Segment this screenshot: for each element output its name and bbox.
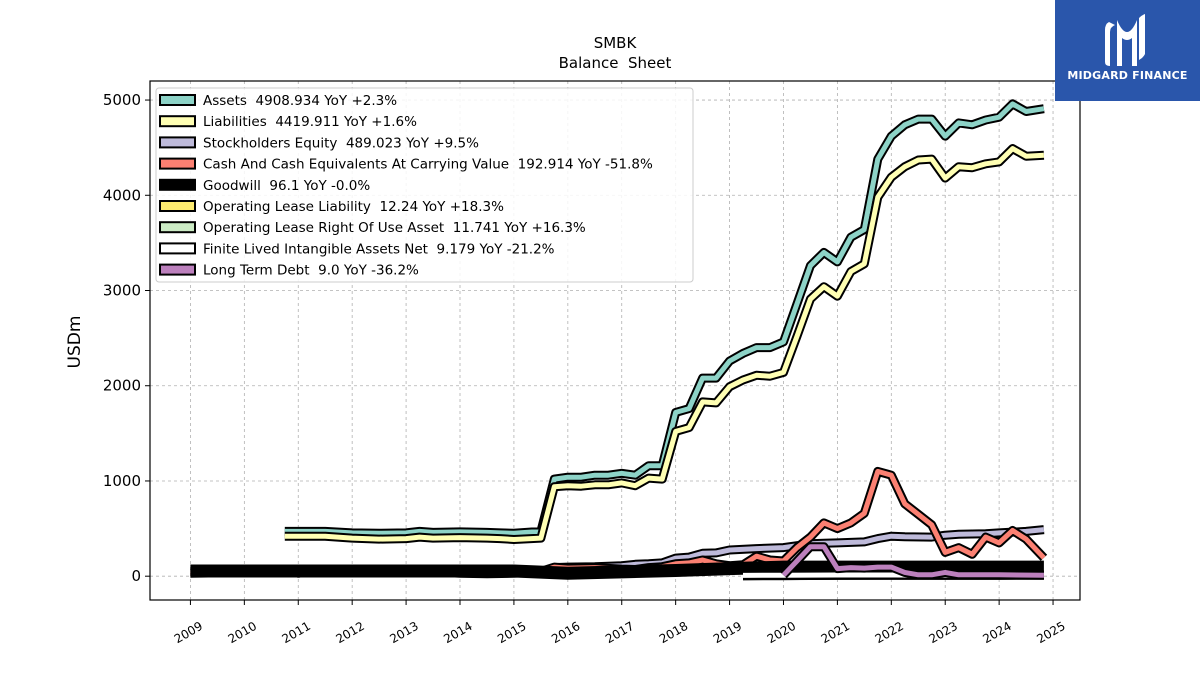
chart-title: SMBK [594, 34, 638, 52]
brand-name: MIDGARD FINANCE [1067, 69, 1188, 82]
y-axis-label: USDm [65, 316, 85, 369]
legend-entry: Operating Lease Right Of Use Asset 11.74… [203, 220, 586, 236]
x-tick-label: 2017 [603, 619, 636, 646]
series-line-0 [284, 101, 1045, 536]
midgard-logo-icon [1105, 14, 1145, 66]
y-tick-label: 0 [131, 567, 141, 585]
y-tick-label: 5000 [103, 91, 141, 109]
legend-swatch [159, 200, 196, 212]
legend-entry: Long Term Debt 9.0 YoY -36.2% [203, 263, 419, 279]
x-tick-label: 2023 [926, 619, 959, 646]
x-tick-label: 2024 [980, 619, 1013, 646]
legend-entry: Goodwill 96.1 YoY -0.0% [203, 178, 370, 194]
y-tick-label: 4000 [103, 186, 141, 204]
legend-swatch [159, 178, 196, 191]
legend-swatch [159, 94, 196, 106]
legend-swatch [159, 263, 196, 276]
x-tick-label: 2020 [765, 619, 798, 646]
x-tick-label: 2012 [333, 619, 366, 646]
legend-swatch [159, 242, 196, 255]
plot-frame [149, 80, 1081, 601]
x-tick-label: 2022 [873, 619, 906, 646]
series-outline-4 [190, 560, 1044, 580]
x-tick-label: 2014 [441, 619, 474, 646]
legend-swatch [159, 136, 196, 149]
legend-swatch [159, 157, 196, 170]
x-tick-label: 2021 [819, 619, 852, 646]
y-tick-label: 1000 [103, 472, 141, 490]
legend-entry: Finite Lived Intangible Assets Net 9.179… [203, 241, 555, 257]
chart-subtitle: Balance Sheet [559, 54, 672, 72]
x-tick-label: 2011 [280, 619, 313, 646]
legend-entry: Operating Lease Liability 12.24 YoY +18.… [203, 199, 504, 215]
legend-entry: Assets 4908.934 YoY +2.3% [203, 93, 397, 109]
x-tick-label: 2025 [1034, 619, 1067, 646]
series-line-8 [781, 544, 1044, 578]
legend-entry: Cash And Cash Equivalents At Carrying Va… [203, 157, 653, 173]
x-tick-label: 2015 [495, 619, 528, 646]
legend-entry: Liabilities 4419.911 YoY +1.6% [203, 114, 417, 130]
x-tick-label: 2018 [657, 619, 690, 646]
legend-entry: Stockholders Equity 489.023 YoY +9.5% [203, 135, 479, 151]
brand-logo: MIDGARD FINANCE [1055, 0, 1200, 101]
x-tick-label: 2013 [387, 619, 420, 646]
x-tick-label: 2009 [172, 619, 205, 646]
x-tick-label: 2016 [549, 619, 582, 646]
x-tick-label: 2019 [711, 619, 744, 646]
legend-swatch [159, 115, 196, 128]
legend: Assets 4908.934 YoY +2.3% Liabilities 441… [155, 87, 694, 283]
legend-box [155, 87, 694, 283]
plot-area: 0 1000 2000 3000 4000 5000 2009 2010 2011 2012 201… [103, 80, 1081, 646]
x-tick-label: 2010 [226, 619, 259, 646]
legend-swatch [159, 221, 196, 234]
y-tick-label: 2000 [103, 377, 141, 395]
series-line-1 [284, 146, 1045, 542]
y-tick-label: 3000 [103, 282, 141, 300]
